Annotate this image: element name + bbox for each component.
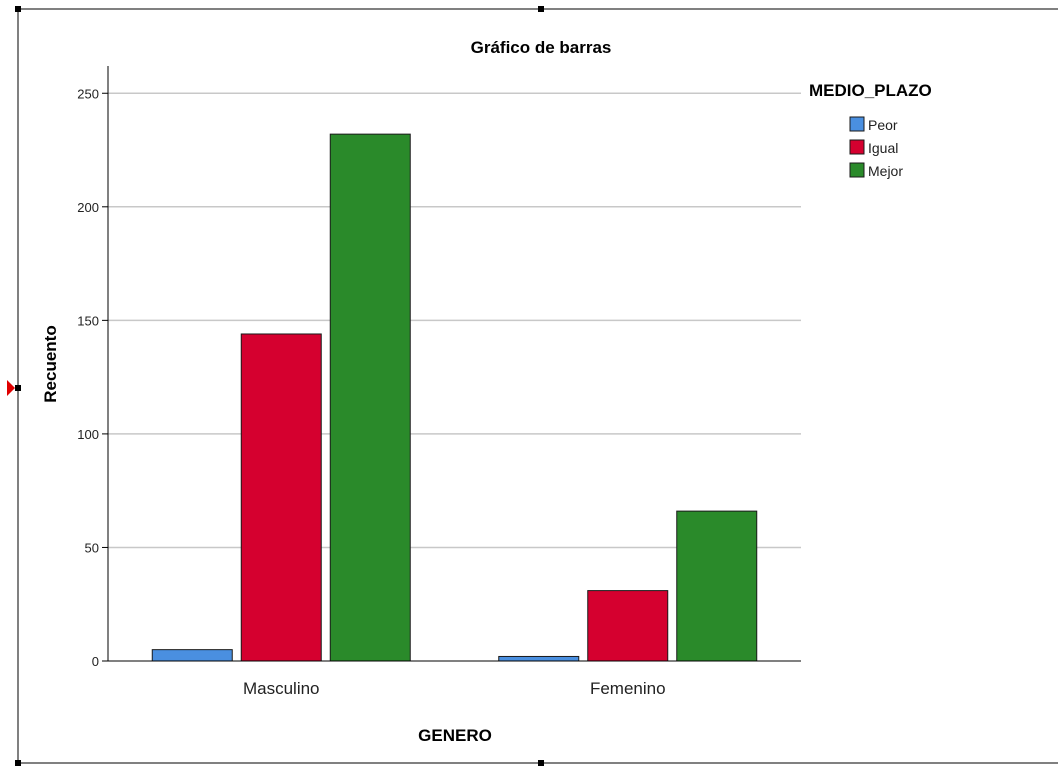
bar-igual-femenino xyxy=(587,590,669,662)
bar-peor-masculino xyxy=(151,649,233,662)
legend-items: Peor Igual Mejor xyxy=(849,116,903,179)
y-tick-label: 150 xyxy=(77,313,99,328)
resize-handle[interactable] xyxy=(538,760,544,766)
x-tick-label: Femenino xyxy=(590,679,666,698)
y-tick-label: 100 xyxy=(77,427,99,442)
legend-swatch-igual xyxy=(849,139,865,155)
resize-handle[interactable] xyxy=(538,6,544,12)
y-tick-label: 250 xyxy=(77,86,99,101)
legend-title: MEDIO_PLAZO xyxy=(809,81,932,100)
y-tick-label: 200 xyxy=(77,200,99,215)
legend-swatch-peor xyxy=(849,116,865,132)
bar-igual-masculino xyxy=(240,333,322,662)
bar-mejor-masculino xyxy=(329,133,411,662)
y-tick-labels: 0 50 100 150 200 250 xyxy=(77,86,99,669)
resize-handle[interactable] xyxy=(15,6,21,12)
bars xyxy=(151,133,758,662)
y-tick-label: 50 xyxy=(85,540,99,555)
y-tick-label: 0 xyxy=(92,654,99,669)
x-tick-labels: Masculino Femenino xyxy=(243,679,666,698)
resize-handle[interactable] xyxy=(15,760,21,766)
resize-handle[interactable] xyxy=(15,385,21,391)
gridlines xyxy=(102,92,801,662)
selection-marker-icon xyxy=(7,380,15,396)
y-axis-label: Recuento xyxy=(41,325,60,402)
chart-title: Gráfico de barras xyxy=(471,38,612,57)
legend-label-mejor: Mejor xyxy=(868,163,903,179)
x-tick-label: Masculino xyxy=(243,679,320,698)
bar-mejor-femenino xyxy=(676,510,758,662)
chart-selection-frame[interactable] xyxy=(7,6,1058,766)
legend-swatch-mejor xyxy=(849,162,865,178)
legend-label-peor: Peor xyxy=(868,117,898,133)
legend: MEDIO_PLAZO Peor Igual Mejor xyxy=(809,81,932,179)
x-axis-label: GENERO xyxy=(418,726,492,745)
legend-label-igual: Igual xyxy=(868,140,898,156)
bar-peor-femenino xyxy=(498,655,580,662)
axes xyxy=(107,66,801,662)
